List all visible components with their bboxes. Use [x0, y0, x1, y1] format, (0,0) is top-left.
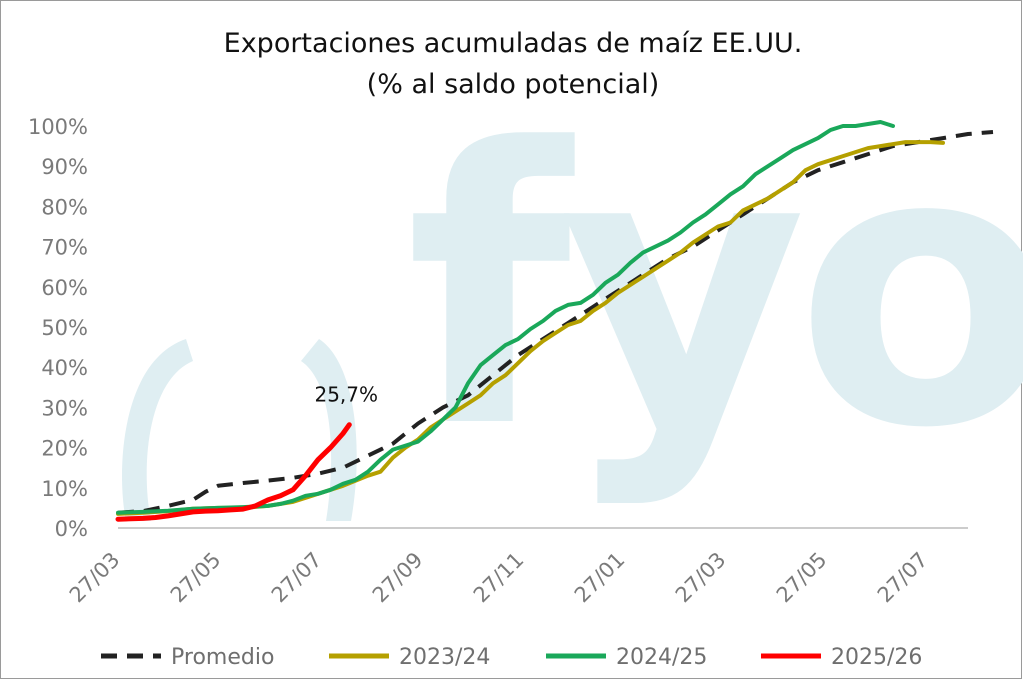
x-tick-label: 27/07 [873, 548, 933, 608]
legend-item: 2024/25 [546, 645, 707, 670]
y-tick-label: 60% [41, 276, 88, 300]
legend-item: Promedio [101, 645, 274, 670]
y-tick-label: 20% [41, 437, 88, 461]
legend-item: 2023/24 [329, 645, 490, 670]
x-tick-label: 27/03 [671, 548, 731, 608]
x-tick-label: 27/11 [469, 548, 529, 608]
series-line-2024-25 [116, 120, 895, 515]
y-tick-label: 70% [41, 236, 88, 260]
chart-subtitle: (% al saldo potencial) [367, 69, 660, 100]
legend-label: 2023/24 [399, 645, 490, 670]
x-tick-label: 27/07 [267, 548, 327, 608]
series-layer [115, 120, 994, 522]
annotation-label: 25,7% [314, 383, 378, 407]
watermark-right-arc [301, 339, 357, 521]
y-tick-label: 0% [55, 517, 88, 541]
x-tick-label: 27/01 [570, 548, 630, 608]
x-tick-label: 27/05 [772, 548, 832, 608]
legend-label: 2025/26 [831, 645, 922, 670]
y-axis: 0% 10% 20% 30% 40% 50% 60% 70% 80% 90% 100% [28, 115, 88, 541]
series-line-2025-26 [115, 422, 352, 522]
y-tick-label: 90% [41, 155, 88, 179]
legend-label: 2024/25 [616, 645, 707, 670]
y-tick-label: 10% [41, 477, 88, 501]
y-tick-label: 80% [41, 195, 88, 219]
legend: Promedio 2023/24 2024/25 2025/26 [101, 645, 922, 670]
legend-item: 2025/26 [761, 645, 922, 670]
x-tick-label: 27/05 [166, 548, 226, 608]
x-tick-label: 27/03 [65, 548, 125, 608]
chart-title: Exportaciones acumuladas de maíz EE.UU. [224, 28, 803, 59]
watermark-left-arc [122, 339, 193, 521]
y-tick-label: 50% [41, 316, 88, 340]
y-tick-label: 100% [28, 115, 88, 139]
y-tick-label: 30% [41, 396, 88, 420]
fyo-watermark-logo: fyo [122, 68, 1023, 521]
y-tick-label: 40% [41, 356, 88, 380]
legend-label: Promedio [171, 645, 274, 670]
watermark-text: fyo [406, 68, 1023, 511]
x-axis: 27/03 27/05 27/07 27/09 27/11 27/01 27/03 27/05… [65, 527, 968, 608]
x-tick-label: 27/09 [368, 548, 428, 608]
